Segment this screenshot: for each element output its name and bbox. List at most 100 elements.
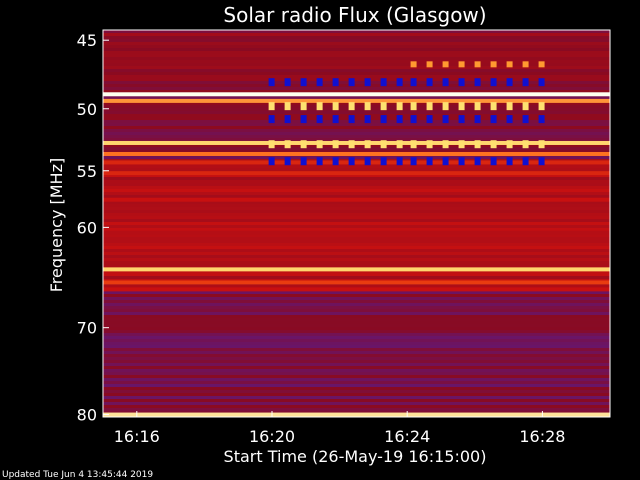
spectrogram-row — [103, 303, 610, 306]
burst-stripe — [364, 115, 371, 124]
burst-stripe — [364, 140, 371, 149]
spectrogram-row — [103, 342, 610, 345]
spectrogram-row — [103, 219, 610, 222]
burst-stripe — [316, 157, 323, 166]
spectrogram-row — [103, 225, 610, 228]
burst-stripe — [474, 61, 481, 68]
spectrogram-row — [103, 324, 610, 327]
burst-stripe — [442, 157, 449, 166]
spectrogram-row — [103, 339, 610, 342]
burst-stripe — [442, 61, 449, 68]
spectrogram-row — [103, 117, 610, 120]
spectrogram-row — [103, 174, 610, 177]
burst-stripe — [396, 78, 403, 87]
frequency-band — [103, 160, 610, 165]
burst-stripe — [490, 140, 497, 149]
spectrogram-row — [103, 132, 610, 135]
spectrogram-row — [103, 330, 610, 333]
burst-stripe — [474, 157, 481, 166]
burst-stripe — [506, 102, 513, 111]
spectrogram-row — [103, 318, 610, 321]
burst-stripe — [442, 102, 449, 111]
y-tick-label: 60 — [77, 218, 97, 237]
spectrogram-row — [103, 201, 610, 204]
burst-stripe — [268, 102, 275, 111]
burst-stripe — [410, 157, 417, 166]
spectrogram-row — [103, 156, 610, 159]
burst-stripe — [316, 115, 323, 124]
updated-timestamp: Updated Tue Jun 4 13:45:44 2019 — [2, 470, 154, 480]
spectrogram-row — [103, 138, 610, 141]
burst-stripe — [506, 140, 513, 149]
spectrogram-row — [103, 39, 610, 42]
burst-stripe — [522, 115, 529, 124]
spectrogram-row — [103, 222, 610, 225]
spectrogram-row — [103, 195, 610, 198]
spectrogram-row — [103, 165, 610, 168]
spectrogram-row — [103, 393, 610, 396]
burst-stripe — [380, 140, 387, 149]
burst-stripe — [396, 140, 403, 149]
frequency-band — [103, 197, 610, 202]
burst-stripe — [426, 140, 433, 149]
x-axis: 16:16 16:20 16:24 16:28 — [114, 411, 565, 446]
y-axis-label: Frequency [MHz] — [47, 158, 66, 292]
spectrogram-row — [103, 87, 610, 90]
spectrogram-row — [103, 384, 610, 387]
spectrogram-row — [103, 192, 610, 195]
spectrogram-row — [103, 54, 610, 57]
burst-stripe — [300, 102, 307, 111]
spectrogram-row — [103, 402, 610, 405]
spectrogram-row — [103, 297, 610, 300]
burst-stripe — [332, 78, 339, 87]
spectrogram-row — [103, 189, 610, 192]
spectrogram-row — [103, 390, 610, 393]
burst-stripe — [522, 157, 529, 166]
burst-stripe — [426, 102, 433, 111]
spectrogram-row — [103, 207, 610, 210]
frequency-band — [103, 171, 610, 176]
burst-stripe — [348, 78, 355, 87]
frequency-band — [103, 151, 610, 156]
spectrogram-row — [103, 270, 610, 273]
spectrogram-row — [103, 237, 610, 240]
spectrogram-row — [103, 120, 610, 123]
burst-stripe — [506, 78, 513, 87]
burst-stripe — [300, 115, 307, 124]
burst-stripe — [522, 140, 529, 149]
spectrogram-row — [103, 258, 610, 261]
burst-stripe — [506, 115, 513, 124]
frequency-band — [103, 230, 610, 235]
burst-stripe — [284, 102, 291, 111]
spectrogram-row — [103, 126, 610, 129]
y-axis: 45 50 55 60 70 80 — [77, 31, 109, 425]
burst-stripe — [538, 78, 545, 87]
burst-stripe — [474, 102, 481, 111]
spectrogram-row — [103, 129, 610, 132]
spectrogram-row — [103, 33, 610, 36]
burst-stripe — [380, 115, 387, 124]
burst-stripe — [458, 102, 465, 111]
spectrogram-row — [103, 273, 610, 276]
burst-stripe — [522, 78, 529, 87]
spectrogram-row — [103, 387, 610, 390]
burst-stripe — [380, 157, 387, 166]
spectrogram-row — [103, 216, 610, 219]
burst-stripe — [364, 78, 371, 87]
spectrogram-row — [103, 369, 610, 372]
spectrogram-row — [103, 147, 610, 150]
burst-stripe — [522, 102, 529, 111]
burst-stripe — [490, 157, 497, 166]
spectrogram-row — [103, 72, 610, 75]
spectrogram-row — [103, 102, 610, 105]
burst-stripe — [458, 78, 465, 87]
burst-stripe — [316, 78, 323, 87]
burst-stripe — [316, 140, 323, 149]
spectrogram-row — [103, 372, 610, 375]
y-tick-label: 50 — [77, 100, 97, 119]
burst-stripe — [506, 157, 513, 166]
spectrogram-row — [103, 246, 610, 249]
burst-stripe — [426, 115, 433, 124]
frequency-band — [103, 267, 610, 272]
spectrogram-row — [103, 345, 610, 348]
